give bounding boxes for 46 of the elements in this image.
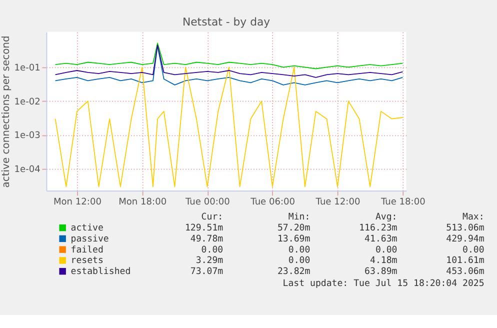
text: 13.69m	[277, 234, 311, 244]
x-tick-label: Mon 12:00	[53, 198, 102, 208]
chart-title: Netstat - by day	[182, 16, 271, 29]
text: 453.06m	[446, 267, 485, 278]
line-series	[54, 42, 404, 70]
text: 63.89m	[364, 267, 398, 278]
text: 57.20m	[277, 224, 311, 234]
legend-label: failed	[70, 245, 104, 256]
text: 101.61m	[446, 256, 485, 266]
text: 513.06m	[446, 224, 485, 234]
text: 0.00	[288, 256, 310, 266]
y-tick-label: 1e-02	[14, 97, 40, 108]
text: 0.00	[288, 245, 310, 256]
text: 0.00	[375, 245, 398, 256]
text: Cur:	[201, 212, 224, 223]
x-tick-label: Tue 06:00	[250, 198, 296, 208]
x-tick-label: Mon 18:00	[118, 198, 167, 208]
text: 23.82m	[277, 267, 311, 278]
text: 4.18m	[370, 256, 398, 266]
y-tick-label: 1e-01	[14, 63, 40, 74]
text: 429.94m	[446, 234, 485, 244]
y-axis-title: active connections per second	[0, 36, 12, 188]
text: 49.78m	[190, 234, 224, 244]
text: 116.23m	[359, 224, 398, 234]
text: 0.00	[462, 245, 484, 256]
y-tick-label: 1e-04	[14, 165, 41, 176]
text: 0.00	[201, 245, 224, 256]
x-tick-label: Tue 18:00	[380, 198, 426, 208]
text: 129.51m	[184, 224, 224, 234]
legend-label: established	[70, 267, 131, 278]
legend-label: resets	[70, 256, 104, 266]
y-tick-label: 1e-03	[14, 131, 41, 142]
x-tick-label: Tue 00:00	[184, 198, 230, 208]
text: Min:	[288, 212, 310, 223]
text: Max:	[462, 212, 484, 223]
line-series	[54, 66, 404, 188]
legend-label: active	[70, 224, 104, 234]
text: 3.29m	[196, 256, 224, 266]
x-tick-label: Tue 12:00	[314, 198, 360, 208]
line-series	[54, 44, 404, 78]
text: 41.63m	[364, 234, 398, 244]
line-series	[54, 45, 404, 86]
text: Avg:	[375, 212, 398, 223]
text: Last update: Tue Jul 15 18:20:04 2025	[282, 278, 484, 289]
text: 73.07m	[190, 267, 224, 278]
legend-label: passive	[70, 234, 109, 244]
